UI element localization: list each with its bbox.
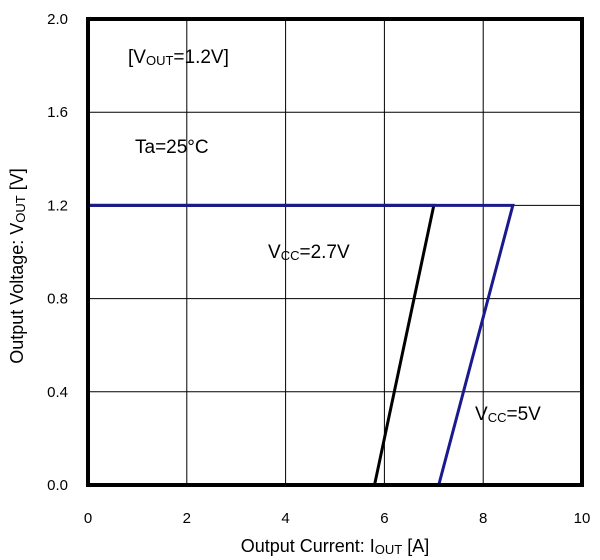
x-tick-label: 10 bbox=[574, 510, 591, 527]
series-group bbox=[88, 203, 515, 486]
y-tick-label: 0.8 bbox=[47, 291, 68, 308]
x-tick-label: 4 bbox=[281, 510, 289, 527]
annotation-ta: Ta=25°C bbox=[135, 137, 209, 158]
x-axis-label: Output Current: IOUT [A] bbox=[241, 536, 430, 557]
x-tick-label: 8 bbox=[479, 510, 487, 527]
y-tick-label: 0.4 bbox=[47, 384, 68, 401]
annotation-vcc-27: VCC=2.7V bbox=[268, 242, 350, 263]
x-tick-label: 0 bbox=[84, 510, 92, 527]
x-tick-labels: 0 2 4 6 8 10 bbox=[84, 510, 591, 527]
y-axis-label: Output Voltage: VOUT [V] bbox=[7, 168, 28, 364]
y-tick-label: 0.0 bbox=[47, 477, 68, 494]
series-line-1 bbox=[88, 203, 436, 486]
y-tick-label: 1.6 bbox=[47, 104, 68, 121]
annotation-vout: [VOUT=1.2V] bbox=[128, 47, 229, 68]
y-tick-label: 1.2 bbox=[47, 197, 68, 214]
series-line-2 bbox=[88, 203, 515, 486]
y-tick-label: 2.0 bbox=[47, 11, 68, 28]
y-tick-labels: 0.0 0.4 0.8 1.2 1.6 2.0 bbox=[47, 11, 68, 494]
x-tick-label: 2 bbox=[183, 510, 191, 527]
annotation-vcc-5: VCC=5V bbox=[475, 404, 541, 425]
x-tick-label: 6 bbox=[380, 510, 388, 527]
plot-frame bbox=[86, 17, 584, 487]
